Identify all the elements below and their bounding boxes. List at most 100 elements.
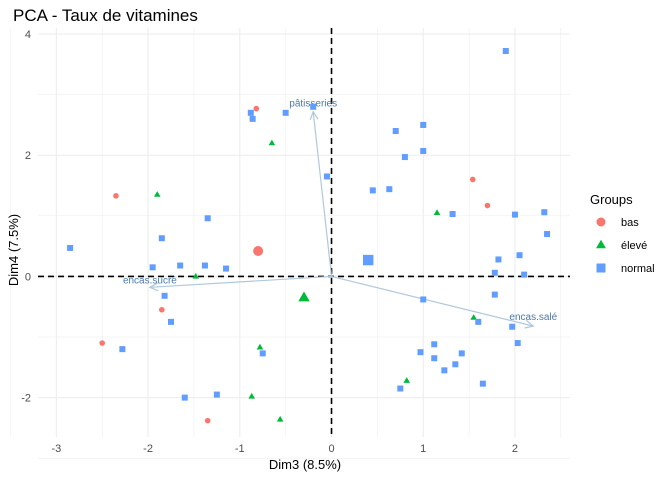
data-point-square — [259, 350, 266, 357]
data-point-square — [502, 48, 509, 55]
data-point-square — [392, 128, 399, 135]
grid — [10, 28, 570, 459]
data-point-triangle — [433, 209, 441, 215]
group-centroid-circle — [253, 245, 264, 256]
data-point-square — [420, 296, 427, 303]
data-point-square — [479, 380, 486, 387]
data-point-triangle — [268, 139, 276, 146]
data-point-square — [67, 244, 74, 251]
data-point-square — [249, 115, 256, 122]
legend-title: Groups — [590, 192, 633, 207]
data-point-triangle — [248, 392, 256, 399]
data-point-square — [168, 318, 174, 325]
variable-arrowhead — [148, 282, 159, 292]
data-point-square — [516, 252, 523, 259]
data-point-triangle — [470, 314, 477, 320]
data-point-square — [452, 361, 459, 368]
data-point-square — [204, 215, 211, 222]
data-point-square — [223, 265, 230, 272]
legend-label: normal — [621, 263, 655, 275]
data-point-square — [417, 349, 424, 356]
legend-items: bas élevé normal — [596, 217, 655, 275]
data-point-square — [449, 211, 456, 218]
data-point-square — [247, 109, 254, 116]
data-point-square — [213, 391, 220, 398]
data-points — [67, 48, 551, 424]
data-point-square — [161, 292, 168, 299]
data-point-circle — [484, 202, 491, 209]
data-point-square — [431, 355, 438, 362]
data-point-square — [511, 211, 518, 218]
variable-arrow — [331, 275, 534, 327]
data-point-circle — [204, 417, 211, 424]
x-tick-label: -2 — [143, 443, 153, 455]
data-point-square — [401, 154, 408, 161]
data-point-square — [323, 173, 330, 180]
y-tick-label: 4 — [25, 29, 31, 41]
data-point-triangle — [256, 343, 264, 350]
data-point-circle — [253, 105, 260, 112]
data-point-square — [514, 340, 521, 347]
data-point-square — [431, 341, 438, 348]
data-point-circle — [159, 306, 165, 313]
data-point-square — [386, 186, 393, 193]
data-point-square — [441, 367, 448, 374]
data-point-square — [491, 269, 498, 276]
data-point-square — [541, 209, 548, 216]
x-axis-title: Dim3 (8.5%) — [269, 457, 341, 472]
data-point-square — [420, 148, 427, 155]
y-axis-title: Dim4 (7.5%) — [6, 214, 21, 286]
data-point-square — [201, 262, 208, 269]
group-centroid-square — [363, 254, 374, 266]
data-point-square — [397, 385, 404, 392]
variable-label: encas.sucré — [123, 275, 177, 286]
data-point-square — [495, 256, 502, 263]
y-axis-ticks: -2 0 2 4 — [21, 29, 31, 405]
data-point-square — [310, 103, 317, 110]
x-axis-ticks: -3 -2 -1 0 1 2 — [51, 443, 518, 455]
data-point-square — [458, 350, 465, 357]
data-point-circle — [99, 340, 106, 346]
data-point-circle — [113, 193, 119, 199]
legend-label: élevé — [621, 240, 647, 252]
variable-arrow — [149, 275, 332, 288]
legend-key-square — [596, 263, 606, 273]
data-point-square — [521, 271, 528, 278]
chart-title: PCA - Taux de vitamines — [13, 6, 198, 25]
legend-label: bas — [621, 217, 639, 229]
variable-arrowhead — [524, 319, 535, 329]
data-point-square — [119, 346, 126, 353]
data-point-square — [491, 291, 498, 298]
y-tick-label: 2 — [25, 150, 31, 162]
data-point-square — [544, 231, 551, 238]
data-point-square — [177, 262, 184, 269]
data-point-triangle — [192, 272, 200, 279]
variable-label: encas.salé — [509, 312, 557, 323]
data-point-triangle — [403, 377, 411, 383]
x-tick-label: -3 — [51, 443, 61, 455]
legend-key-circle — [596, 217, 606, 227]
reference-lines — [38, 28, 570, 437]
variable-arrow — [312, 111, 333, 277]
data-point-square — [369, 187, 376, 194]
x-tick-label: 1 — [420, 443, 426, 455]
group-centroid-triangle — [298, 291, 310, 302]
legend: Groups bas élevé normal — [590, 192, 655, 275]
data-point-triangle — [153, 191, 161, 197]
x-tick-label: -1 — [235, 443, 245, 455]
data-point-square — [509, 323, 516, 330]
x-tick-label: 2 — [512, 443, 518, 455]
data-point-square — [181, 394, 188, 401]
data-point-circle — [469, 176, 476, 183]
y-tick-label: 0 — [25, 271, 31, 283]
data-point-square — [149, 264, 156, 271]
data-point-square — [475, 318, 482, 325]
data-point-triangle — [276, 415, 284, 422]
x-tick-label: 0 — [328, 443, 334, 455]
legend-key-triangle — [596, 239, 606, 249]
data-point-square — [282, 109, 289, 116]
y-tick-label: -2 — [21, 393, 31, 405]
data-point-square — [420, 121, 427, 128]
data-point-square — [158, 235, 165, 242]
